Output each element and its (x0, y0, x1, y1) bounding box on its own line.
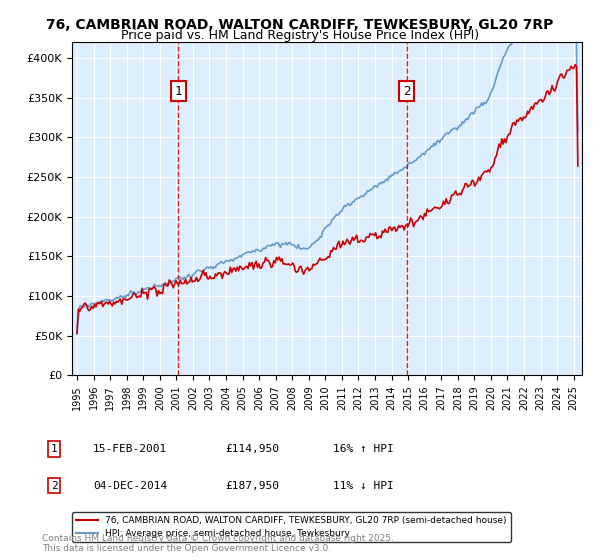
Text: Price paid vs. HM Land Registry's House Price Index (HPI): Price paid vs. HM Land Registry's House … (121, 29, 479, 42)
Text: 2: 2 (403, 85, 410, 97)
Text: 11% ↓ HPI: 11% ↓ HPI (333, 480, 394, 491)
Text: 76, CAMBRIAN ROAD, WALTON CARDIFF, TEWKESBURY, GL20 7RP: 76, CAMBRIAN ROAD, WALTON CARDIFF, TEWKE… (46, 18, 554, 32)
Text: 15-FEB-2001: 15-FEB-2001 (93, 444, 167, 454)
Text: 2: 2 (50, 480, 58, 491)
Text: Contains HM Land Registry data © Crown copyright and database right 2025.
This d: Contains HM Land Registry data © Crown c… (42, 534, 394, 553)
Text: 16% ↑ HPI: 16% ↑ HPI (333, 444, 394, 454)
Text: £187,950: £187,950 (225, 480, 279, 491)
Text: 1: 1 (175, 85, 182, 97)
Text: £114,950: £114,950 (225, 444, 279, 454)
Legend: 76, CAMBRIAN ROAD, WALTON CARDIFF, TEWKESBURY, GL20 7RP (semi-detached house), H: 76, CAMBRIAN ROAD, WALTON CARDIFF, TEWKE… (72, 512, 511, 542)
Text: 1: 1 (50, 444, 58, 454)
Text: 04-DEC-2014: 04-DEC-2014 (93, 480, 167, 491)
